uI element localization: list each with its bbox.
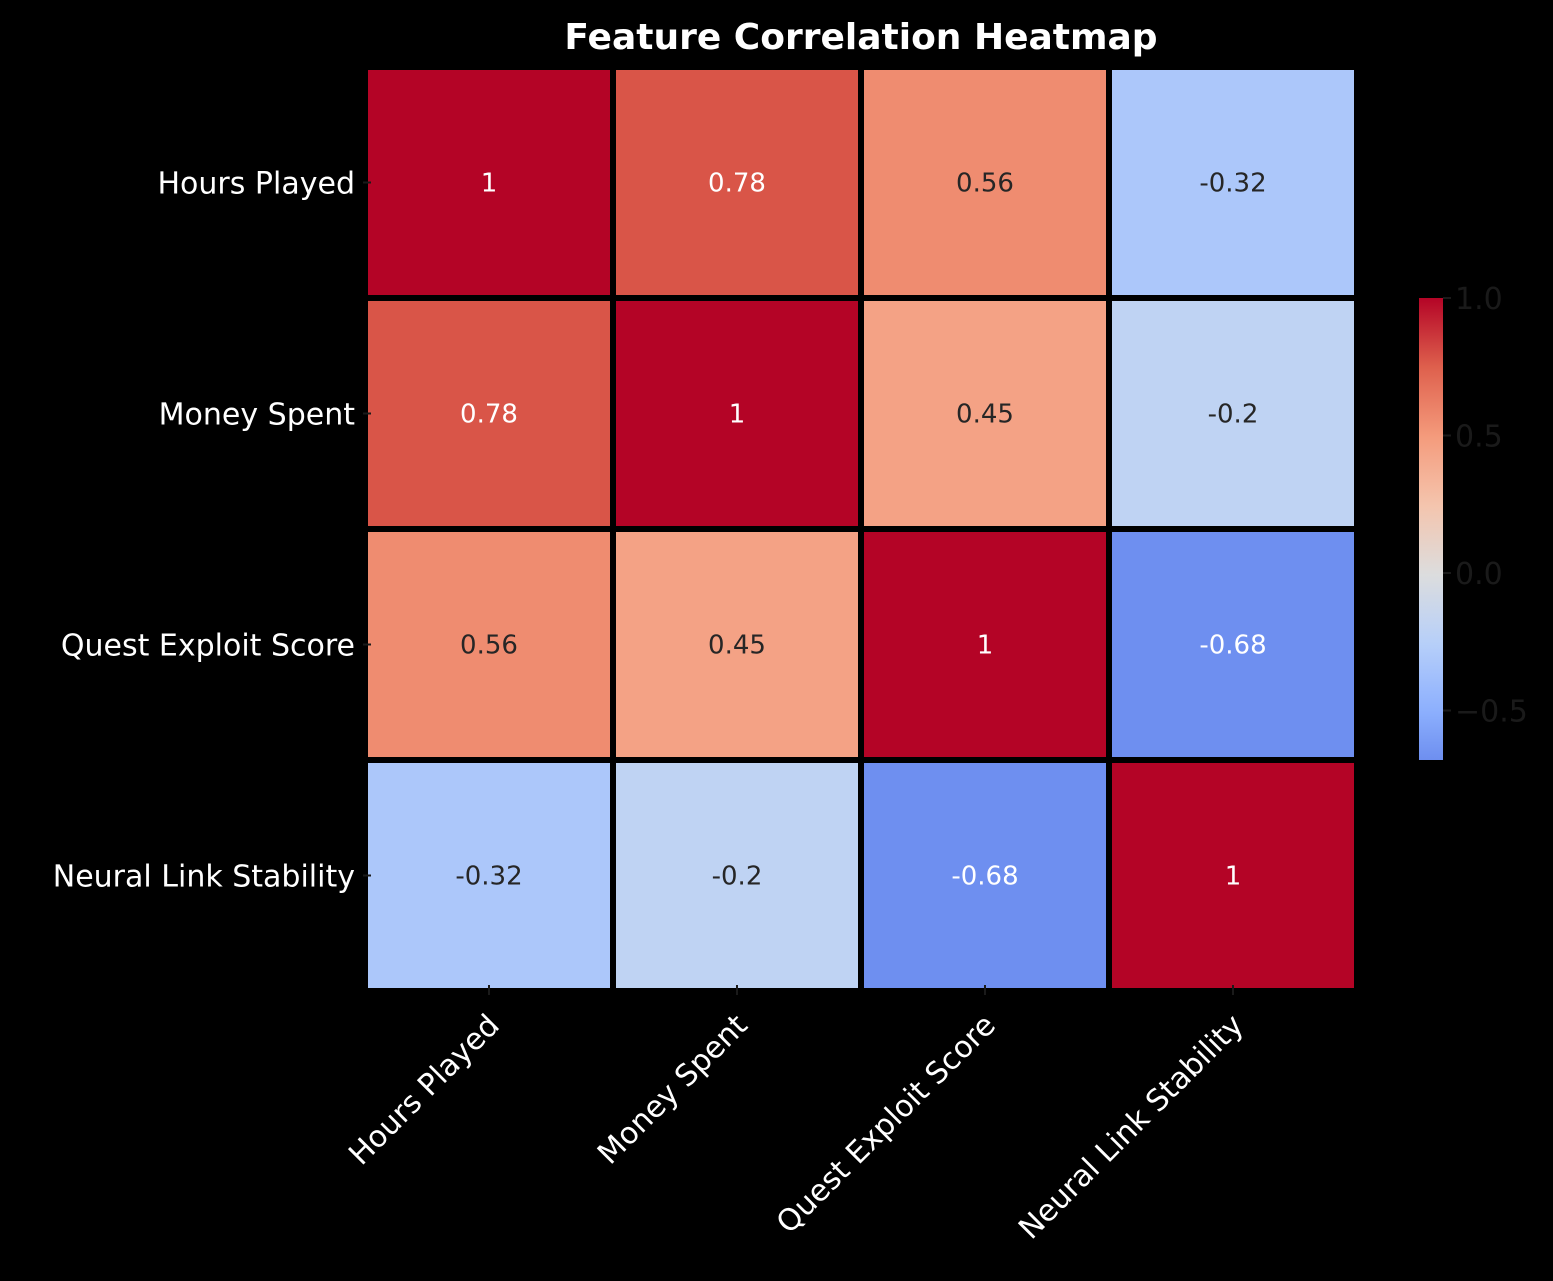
cell-value-label: -0.2	[1208, 400, 1259, 430]
heatmap-cell	[858, 64, 1112, 301]
cell-value-label: 0.56	[460, 631, 518, 661]
colorbar: 1.0 0.5 0.0 −0.5	[1419, 282, 1528, 760]
cell-value-label: -0.68	[1199, 631, 1266, 661]
cell-value-label: 0.45	[956, 400, 1014, 430]
cell-value-label: 1	[481, 169, 498, 199]
colorbar-tick-label: 1.0	[1455, 282, 1503, 317]
cell-value-label: 0.56	[956, 169, 1014, 199]
chart-title: Feature Correlation Heatmap	[564, 17, 1157, 58]
y-tick-label: Quest Exploit Score	[61, 629, 355, 664]
heatmap-cell	[610, 526, 864, 763]
y-axis: Hours Played Money Spent Quest Exploit Sco…	[53, 167, 371, 895]
cell-value-label: -0.32	[455, 862, 522, 892]
cell-value-label: -0.32	[1199, 169, 1266, 199]
colorbar-gradient	[1419, 298, 1443, 760]
cell-value-label: 1	[729, 400, 746, 430]
heatmap-cell	[858, 757, 1112, 994]
cell-value-label: 0.78	[708, 169, 766, 199]
colorbar-tick-label: 0.0	[1455, 557, 1503, 592]
y-tick-label: Money Spent	[159, 398, 356, 433]
cell-value-label: -0.2	[712, 862, 763, 892]
heatmap-cell	[610, 757, 864, 994]
y-tick-label: Neural Link Stability	[53, 860, 355, 895]
cell-value-label: 1	[1225, 862, 1242, 892]
heatmap-cell	[1106, 295, 1360, 532]
heatmap-cell-labels: 1 0.78 0.56 -0.32 0.78 1 0.45 -0.2 0.56 0.45 1 -0.6…	[455, 169, 1266, 892]
colorbar-tick-label: −0.5	[1455, 695, 1528, 730]
colorbar-tick-label: 0.5	[1455, 420, 1503, 455]
cell-value-label: -0.68	[951, 862, 1018, 892]
y-tick-label: Hours Played	[158, 167, 356, 202]
heatmap-cells	[362, 64, 1360, 994]
cell-value-label: 1	[977, 631, 994, 661]
heatmap-cell	[1106, 526, 1360, 763]
heatmap-cell	[610, 64, 864, 301]
heatmap-cell	[362, 64, 616, 301]
cell-value-label: 0.78	[460, 400, 518, 430]
cell-value-label: 0.45	[708, 631, 766, 661]
heatmap-cell	[1106, 757, 1360, 994]
